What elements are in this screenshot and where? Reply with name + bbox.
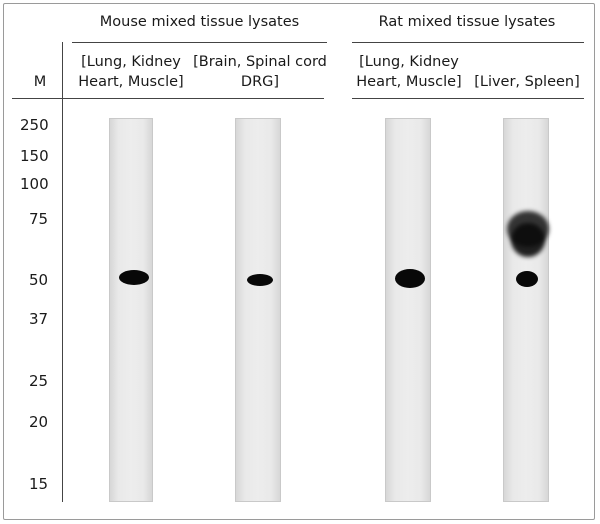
lane-3-label: [Lung, Kidney Heart, Muscle] [350, 52, 468, 92]
header-underline-right [352, 98, 584, 99]
lane-1-band [119, 270, 149, 285]
marker-50: 50 [29, 271, 49, 289]
lane-4-lower-band [516, 271, 538, 287]
lane-2-label-line2: DRG] [240, 74, 280, 90]
lane-4-label-line1: [Liver, Spleen] [474, 74, 580, 90]
marker-100: 100 [20, 175, 49, 193]
marker-75: 75 [29, 210, 49, 228]
lane-3-label-line2: Heart, Muscle] [356, 74, 462, 90]
group-label-mouse: Mouse mixed tissue lysates [99, 14, 300, 30]
lane-2-label: [Brain, Spinal cord DRG] [190, 52, 330, 92]
lane-3-band [395, 269, 425, 288]
lane-2-strip [235, 118, 281, 502]
lane-1-label-line2: Heart, Muscle] [78, 74, 184, 90]
marker-15: 15 [29, 475, 49, 493]
group-divider-rat [352, 42, 584, 43]
lane-4-label: [Liver, Spleen] [468, 72, 586, 92]
lane-3-strip [385, 118, 431, 502]
group-divider-mouse [72, 42, 327, 43]
marker-150: 150 [20, 147, 49, 165]
marker-axis [62, 42, 63, 502]
lane-3-label-line1: [Lung, Kidney [359, 54, 459, 70]
lane-1-label-line1: [Lung, Kidney [81, 54, 181, 70]
marker-25: 25 [29, 372, 49, 390]
marker-20: 20 [29, 413, 49, 431]
header-underline-left [12, 98, 324, 99]
blot-frame [3, 3, 595, 520]
lane-2-band [247, 274, 273, 286]
lane-1-strip [109, 118, 153, 502]
marker-header: M [33, 74, 47, 90]
lane-2-label-line1: [Brain, Spinal cord [193, 54, 327, 70]
marker-37: 37 [29, 310, 49, 328]
lane-4-upper-band-core [511, 223, 545, 257]
lane-1-label: [Lung, Kidney Heart, Muscle] [72, 52, 190, 92]
group-label-rat: Rat mixed tissue lysates [378, 14, 556, 30]
marker-250: 250 [20, 116, 49, 134]
lane-4-strip [503, 118, 549, 502]
